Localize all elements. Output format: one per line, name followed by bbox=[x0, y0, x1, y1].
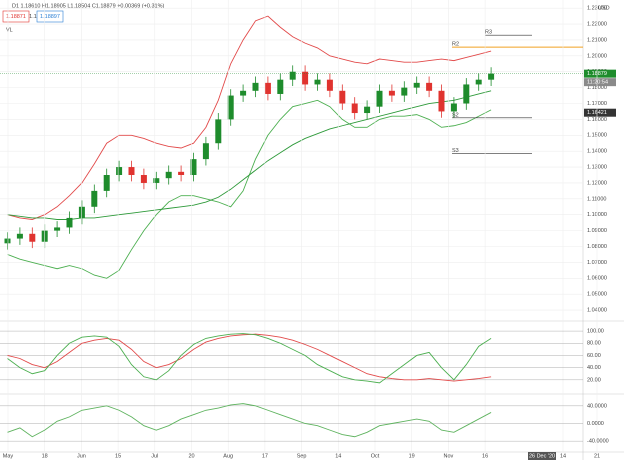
candle-body bbox=[339, 90, 346, 104]
candle-body bbox=[314, 79, 321, 85]
candle-body bbox=[66, 217, 73, 228]
candle-body bbox=[450, 103, 457, 112]
candle-body bbox=[302, 71, 309, 85]
pane-label: VL bbox=[6, 27, 13, 33]
oscillator-line bbox=[7, 333, 492, 384]
symbol-info: D1 1.18610 H1.18905 L1.18504 C1.18879 +0… bbox=[12, 3, 164, 9]
y-tick-label: 60.00 bbox=[587, 353, 601, 359]
candle-body bbox=[91, 190, 98, 207]
candle-body bbox=[128, 167, 135, 176]
candle-body bbox=[54, 227, 61, 231]
cursor-date-box bbox=[528, 452, 556, 460]
y-tick-label: 40.00 bbox=[587, 365, 601, 371]
spread: 1.1 bbox=[29, 14, 37, 20]
candle-body bbox=[326, 79, 333, 91]
y-tick-label: 80.00 bbox=[587, 341, 601, 347]
candle-body bbox=[4, 238, 11, 244]
last-price-box bbox=[584, 69, 616, 78]
candle-body bbox=[190, 159, 197, 176]
candle-body bbox=[153, 178, 160, 183]
candle-body bbox=[116, 167, 123, 176]
x-tick-label: Jun bbox=[77, 453, 86, 459]
candle-body bbox=[227, 95, 234, 120]
x-tick-label: 14 bbox=[560, 453, 566, 459]
y-tick-label: -40.0000 bbox=[587, 439, 609, 445]
candle-body bbox=[463, 84, 470, 104]
candle-body bbox=[215, 119, 222, 144]
buy-price[interactable]: 1.18897 bbox=[40, 14, 60, 20]
countdown-box bbox=[584, 78, 616, 87]
candle-body bbox=[264, 82, 271, 94]
y-tick-label: 40.0000 bbox=[587, 403, 607, 409]
candle-body bbox=[376, 90, 383, 107]
x-tick-label: 16 bbox=[482, 453, 488, 459]
candle-body bbox=[364, 106, 371, 114]
x-tick-label: 15 bbox=[115, 453, 121, 459]
x-tick-label: 17 bbox=[262, 453, 268, 459]
candle-body bbox=[351, 103, 358, 114]
y-tick-label: 20.00 bbox=[587, 377, 601, 383]
x-tick-label: 21 bbox=[594, 453, 600, 459]
countdown: 11:20:54 bbox=[587, 80, 608, 86]
candle-body bbox=[240, 90, 247, 96]
oscillator-line bbox=[7, 403, 492, 438]
indicator-line bbox=[7, 90, 492, 220]
x-tick-label: 18 bbox=[42, 453, 48, 459]
x-tick-label: Sep bbox=[297, 453, 307, 459]
candle-body bbox=[103, 175, 110, 191]
x-tick-label: 19 bbox=[409, 453, 415, 459]
x-tick-label: Jul bbox=[151, 453, 158, 459]
candle-body bbox=[438, 90, 445, 112]
level-label: S2 bbox=[452, 112, 459, 118]
candle-body bbox=[401, 87, 408, 96]
currency: USD bbox=[598, 5, 610, 11]
sell-box[interactable] bbox=[2, 10, 30, 23]
sell-price[interactable]: 1.18871 bbox=[6, 14, 26, 20]
x-tick-label: Oct bbox=[371, 453, 380, 459]
x-tick-label: 14 bbox=[335, 453, 341, 459]
indicator-line bbox=[7, 15, 492, 220]
candle-body bbox=[16, 233, 23, 239]
x-tick-label: Nov bbox=[444, 453, 454, 459]
x-tick-label: May bbox=[3, 453, 14, 459]
candle-body bbox=[289, 71, 296, 80]
candle-body bbox=[202, 143, 209, 160]
candle-body bbox=[388, 90, 395, 96]
candle-body bbox=[29, 233, 36, 242]
candle-body bbox=[413, 82, 420, 88]
x-tick-label: 20 bbox=[188, 453, 194, 459]
candle-body bbox=[488, 73, 495, 80]
level-label: R2 bbox=[452, 42, 459, 48]
candle-body bbox=[475, 79, 482, 85]
candle-body bbox=[277, 79, 284, 94]
candle-body bbox=[178, 171, 185, 176]
x-tick-label: Aug bbox=[223, 453, 233, 459]
candle-body bbox=[78, 206, 85, 218]
y-tick-label: 0.0000 bbox=[587, 421, 604, 427]
marker-price-box bbox=[584, 108, 616, 117]
buy-box[interactable] bbox=[36, 10, 64, 23]
cursor-date: 26 Dec '20 bbox=[529, 453, 555, 459]
level-label: S3 bbox=[452, 148, 459, 154]
candle-body bbox=[426, 82, 433, 91]
y-tick-label: 100.00 bbox=[587, 329, 604, 335]
candle-body bbox=[165, 171, 172, 179]
level-label: R3 bbox=[485, 30, 492, 36]
candle-body bbox=[252, 82, 259, 91]
candle-body bbox=[140, 175, 147, 183]
